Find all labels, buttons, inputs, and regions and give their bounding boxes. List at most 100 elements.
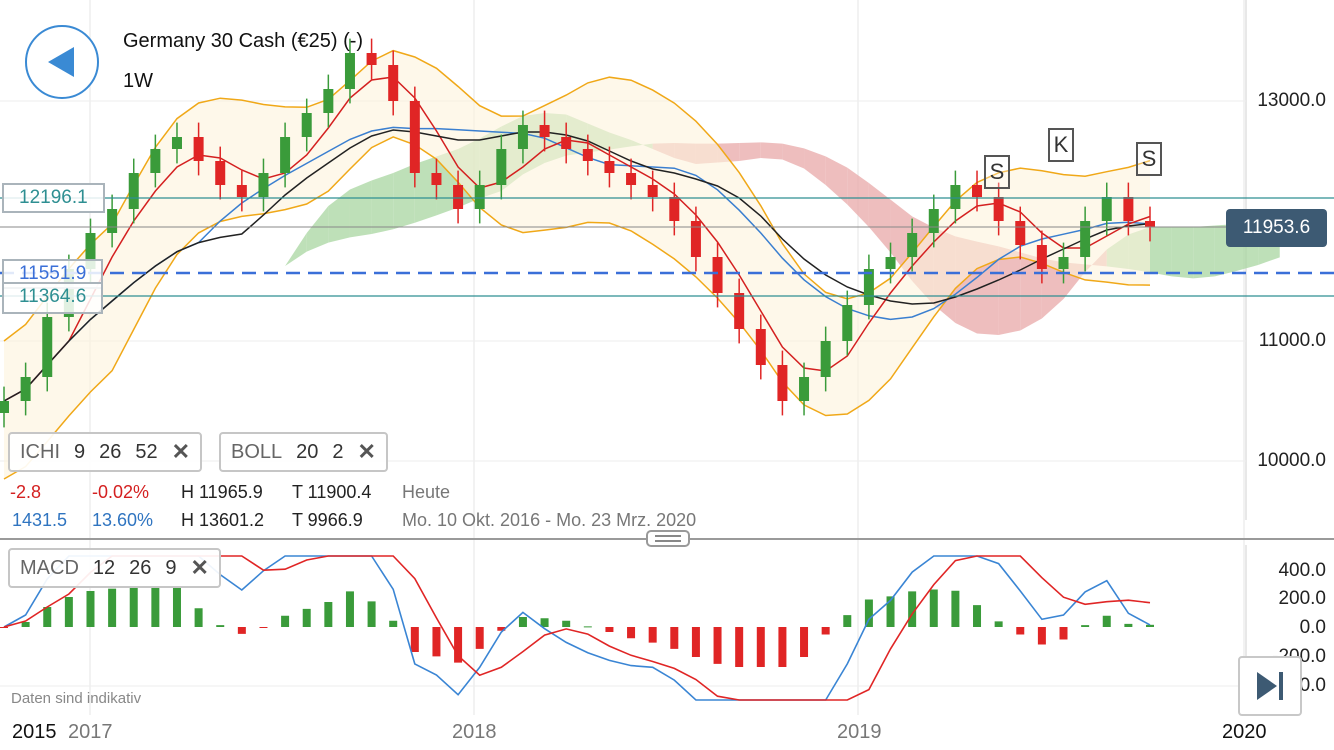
horizontal-line-label[interactable]: 11364.6: [2, 282, 104, 314]
candle-body: [323, 89, 334, 113]
macd-axis-label: 400.0: [1278, 560, 1326, 581]
ichimoku-cloud: [349, 180, 372, 238]
macd-histogram-bar: [1146, 624, 1154, 627]
macd-histogram-bar: [151, 587, 160, 627]
horizontal-line-label[interactable]: 12196.1: [2, 183, 105, 213]
candle-body: [907, 233, 918, 257]
candle-body: [799, 377, 810, 401]
candle-body: [128, 173, 139, 209]
macd-histogram-bar: [1016, 627, 1025, 635]
ichimoku-cloud: [414, 156, 437, 223]
candle-body: [107, 209, 118, 233]
macd-histogram-bar: [886, 596, 895, 627]
candle-body: [388, 65, 399, 101]
candle-body: [561, 137, 572, 149]
macd-histogram-bar: [475, 627, 484, 649]
play-button[interactable]: [1238, 656, 1302, 716]
macd-histogram-bar: [1081, 625, 1090, 627]
ichimoku-cloud: [371, 173, 394, 234]
candle-body: [972, 185, 983, 197]
marker-label: K: [1048, 128, 1074, 162]
macd-histogram-bar: [670, 627, 679, 649]
ichimoku-cloud: [220, 301, 242, 320]
macd-histogram-bar: [1102, 615, 1111, 627]
macd-histogram-bar: [800, 627, 809, 657]
ichimoku-cloud: [306, 206, 329, 252]
indicator-name: MACD: [20, 556, 79, 579]
candle-body: [993, 197, 1004, 221]
macd-histogram-bar: [713, 627, 722, 664]
candle-body: [85, 233, 96, 269]
candle-body: [1123, 197, 1134, 221]
macd-histogram-bar: [324, 602, 333, 627]
pane-resize-handle[interactable]: [646, 530, 690, 547]
macd-histogram-bar: [1124, 623, 1133, 627]
back-arrow-icon: [48, 47, 74, 77]
candle-body: [604, 161, 615, 173]
stat-high: H 11965.9: [181, 482, 263, 502]
x-axis-label: 2020: [1222, 721, 1267, 743]
ichimoku-cloud: [393, 164, 415, 230]
candle-body: [517, 125, 528, 149]
candle-body: [42, 317, 53, 377]
macd-histogram-bar: [172, 587, 181, 627]
ichimoku-cloud: [998, 246, 1021, 335]
remove-indicator-icon[interactable]: ✕: [171, 439, 191, 464]
y-axis-label: 10000.0: [1257, 450, 1326, 471]
remove-indicator-icon[interactable]: ✕: [190, 555, 209, 580]
macd-histogram-bar: [691, 627, 700, 657]
macd-histogram-bar: [302, 608, 311, 627]
candle-body: [431, 173, 442, 185]
ichimoku-cloud: [804, 148, 826, 185]
candle-body: [669, 197, 680, 221]
x-axis-label: 2017: [68, 721, 113, 743]
macd-histogram-bar: [129, 587, 138, 627]
indicator-chip-macd[interactable]: MACD 12 26 9 ✕: [8, 548, 221, 588]
candle-body: [258, 173, 269, 197]
indicator-param: 2: [332, 440, 344, 463]
instrument-title: Germany 30 Cash (€25) (-): [123, 30, 364, 52]
ichimoku-cloud: [241, 282, 264, 301]
macd-histogram-bar: [237, 627, 246, 634]
macd-histogram-bar: [951, 590, 960, 627]
candle-body: [1015, 221, 1026, 245]
marker-label: S: [984, 155, 1010, 189]
indicator-param: 9: [74, 440, 86, 463]
interval-label[interactable]: 1W: [123, 70, 153, 92]
y-axis-label: 13000.0: [1257, 90, 1326, 111]
current-price-badge: 11953.6: [1226, 209, 1327, 247]
ichimoku-cloud: [328, 189, 350, 243]
candle-body: [1101, 197, 1112, 221]
macd-histogram-bar: [21, 622, 30, 627]
ichimoku-cloud: [739, 142, 761, 161]
back-button[interactable]: [25, 25, 99, 99]
candle-body: [777, 365, 788, 401]
indicator-param: 26: [129, 556, 152, 579]
candle-body: [885, 257, 896, 269]
remove-indicator-icon[interactable]: ✕: [357, 439, 376, 464]
candle-body: [582, 149, 593, 161]
bollinger-fill: [4, 50, 1150, 479]
x-axis-label: 2018: [452, 721, 497, 743]
macd-histogram-bar: [86, 591, 95, 627]
macd-histogram-bar: [864, 599, 873, 627]
candle-body: [20, 377, 31, 401]
ichimoku-cloud: [1193, 225, 1215, 279]
marker-label: S: [1136, 142, 1162, 176]
candle-body: [193, 137, 204, 161]
candle-body: [647, 185, 658, 197]
indicator-param: 26: [99, 440, 122, 463]
indicator-chip-ichimoku[interactable]: ICHI 9 26 52 ✕: [8, 432, 203, 472]
candle-body: [842, 305, 853, 341]
macd-histogram-bar: [540, 618, 549, 627]
candle-body: [863, 269, 874, 305]
ichimoku-cloud: [760, 142, 783, 160]
candle-body: [301, 113, 312, 137]
ichimoku-cloud: [1150, 227, 1172, 277]
candle-body: [280, 137, 291, 173]
candle-body: [0, 401, 9, 413]
indicator-chip-bollinger[interactable]: BOLL 20 2 ✕: [219, 432, 388, 472]
ichimoku-cloud: [782, 143, 805, 169]
macd-histogram-bar: [605, 627, 614, 632]
